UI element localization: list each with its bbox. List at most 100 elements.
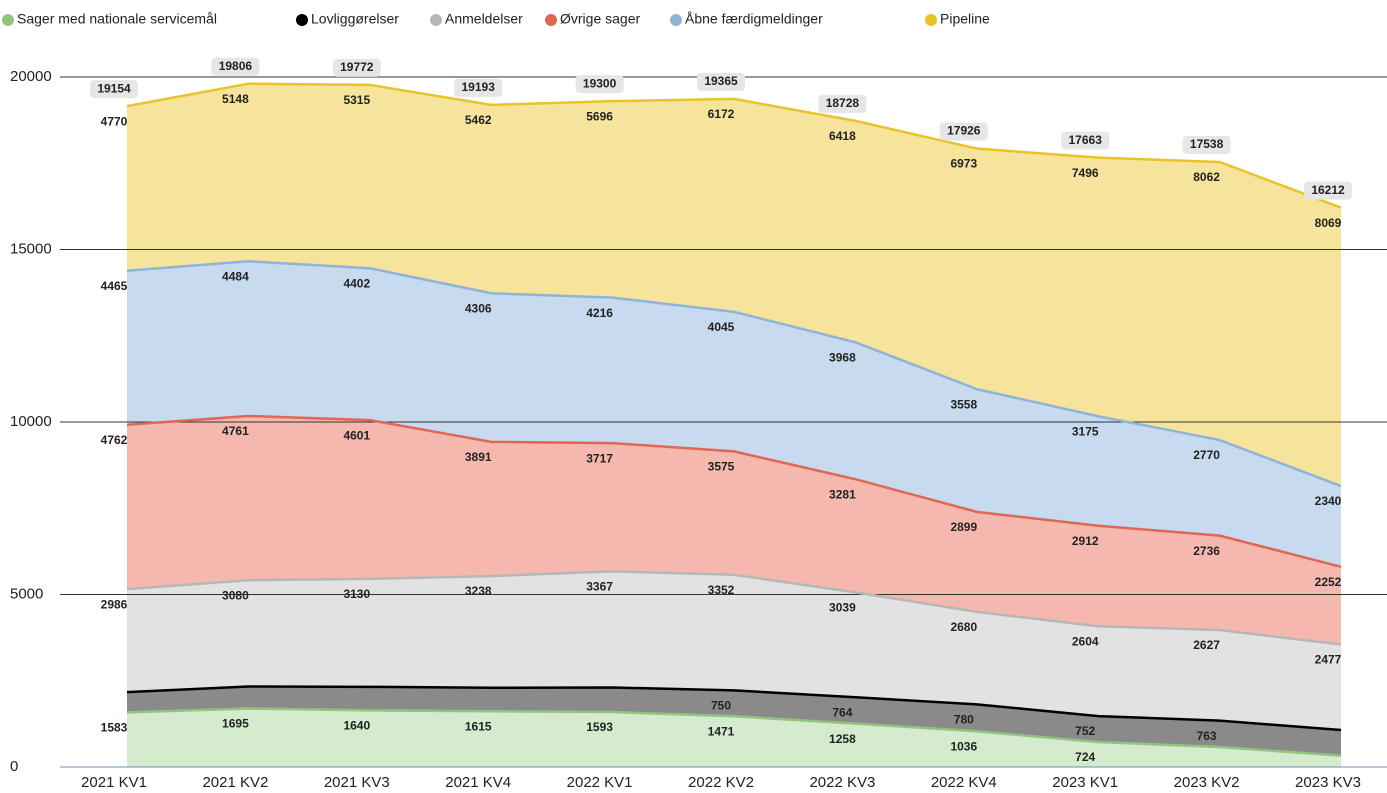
data-label: 1615 xyxy=(465,719,492,733)
data-label: 6418 xyxy=(829,129,856,143)
total-label: 19193 xyxy=(462,80,496,94)
data-label: 8069 xyxy=(1315,216,1342,230)
legend-label: Øvrige sager xyxy=(560,11,640,27)
area xyxy=(127,261,1341,567)
total-label-box xyxy=(1304,181,1352,200)
data-label: 1583 xyxy=(101,721,128,735)
y-tick-label: 10000 xyxy=(10,413,52,430)
data-label: 3717 xyxy=(586,451,613,465)
series-line xyxy=(126,414,1342,569)
total-label-box xyxy=(90,80,138,99)
total-label: 19300 xyxy=(583,76,617,90)
data-label: 1036 xyxy=(950,739,977,753)
data-label: 8062 xyxy=(1193,170,1220,184)
series-line xyxy=(126,707,1342,757)
legend-label: Pipeline xyxy=(940,11,990,27)
data-label: 7496 xyxy=(1072,166,1099,180)
legend-marker xyxy=(545,14,557,26)
series-line xyxy=(126,82,1342,209)
data-label: 3352 xyxy=(708,583,735,597)
total-label: 16212 xyxy=(1311,183,1345,197)
legend-marker xyxy=(670,14,682,26)
area xyxy=(127,686,1341,756)
data-label: 4216 xyxy=(586,306,613,320)
data-label: 5696 xyxy=(586,109,613,123)
data-label: 2912 xyxy=(1072,534,1099,548)
data-label: 2627 xyxy=(1193,638,1220,652)
area xyxy=(127,708,1341,767)
data-label: 4770 xyxy=(101,114,128,128)
data-label: 4045 xyxy=(708,320,735,334)
data-label: 724 xyxy=(1075,750,1095,764)
data-label: 2340 xyxy=(1315,494,1342,508)
x-tick-label: 2022 KV3 xyxy=(809,774,875,791)
x-tick-label: 2021 KV3 xyxy=(324,774,390,791)
y-tick-label: 15000 xyxy=(10,240,52,257)
data-label: 764 xyxy=(832,705,852,719)
y-tick-label: 5000 xyxy=(10,585,43,602)
data-label: 4306 xyxy=(465,301,492,315)
data-label: 5148 xyxy=(222,92,249,106)
total-label-box xyxy=(818,94,867,113)
data-label: 4761 xyxy=(222,424,249,438)
total-label: 19365 xyxy=(704,74,738,88)
x-tick-label: 2023 KV3 xyxy=(1295,774,1361,791)
x-tick-label: 2023 KV1 xyxy=(1052,774,1118,791)
data-label: 750 xyxy=(711,699,731,713)
data-label: 3238 xyxy=(465,584,492,598)
data-label: 2986 xyxy=(101,597,128,611)
legend-marker xyxy=(2,14,14,26)
series-line xyxy=(126,260,1342,488)
data-label: 780 xyxy=(954,713,974,727)
data-label: 1471 xyxy=(708,724,735,738)
total-label-box xyxy=(697,72,745,91)
total-label: 19806 xyxy=(219,59,253,73)
data-label: 6172 xyxy=(708,107,735,121)
data-label: 4484 xyxy=(222,269,249,283)
data-label: 3968 xyxy=(829,350,856,364)
total-label-box xyxy=(332,58,381,77)
total-label: 19772 xyxy=(340,60,374,74)
legend-marker xyxy=(296,14,308,26)
data-label: 4465 xyxy=(101,279,128,293)
legend-label: Åbne færdigmeldinger xyxy=(685,11,823,27)
area xyxy=(127,83,1341,487)
total-label: 17538 xyxy=(1190,137,1224,151)
x-tick-label: 2021 KV4 xyxy=(445,774,511,791)
data-label: 1593 xyxy=(586,720,613,734)
total-label: 19154 xyxy=(97,81,131,95)
legend-label: Sager med nationale servicemål xyxy=(17,11,217,27)
series-line xyxy=(126,570,1342,646)
total-label-box xyxy=(575,75,624,94)
data-label: 4762 xyxy=(101,433,128,447)
x-tick-label: 2022 KV2 xyxy=(688,774,754,791)
data-label: 4402 xyxy=(343,276,370,290)
data-label: 1640 xyxy=(343,719,370,733)
data-label: 5462 xyxy=(465,113,492,127)
data-label: 2477 xyxy=(1315,653,1342,667)
series-line xyxy=(126,685,1342,732)
data-label: 3558 xyxy=(950,397,977,411)
x-tick-label: 2021 KV2 xyxy=(202,774,268,791)
total-label-box xyxy=(1061,131,1110,150)
data-label: 3367 xyxy=(586,580,613,594)
total-label: 17926 xyxy=(947,124,981,138)
data-label: 6973 xyxy=(950,157,977,171)
x-tick-label: 2023 KV2 xyxy=(1174,774,1240,791)
data-label: 763 xyxy=(1197,729,1217,743)
data-label: 3130 xyxy=(343,587,370,601)
data-label: 2770 xyxy=(1193,448,1220,462)
total-label-box xyxy=(939,122,988,141)
total-label-box xyxy=(454,78,503,97)
data-label: 3175 xyxy=(1072,424,1099,438)
data-label: 3281 xyxy=(829,487,856,501)
total-label: 18728 xyxy=(826,96,860,110)
legend-label: Anmeldelser xyxy=(445,11,523,27)
data-label: 3039 xyxy=(829,601,856,615)
data-label: 2252 xyxy=(1315,575,1342,589)
y-tick-label: 20000 xyxy=(10,68,52,85)
data-label: 2899 xyxy=(950,520,977,534)
total-label: 17663 xyxy=(1069,133,1103,147)
data-label: 1258 xyxy=(829,732,856,746)
